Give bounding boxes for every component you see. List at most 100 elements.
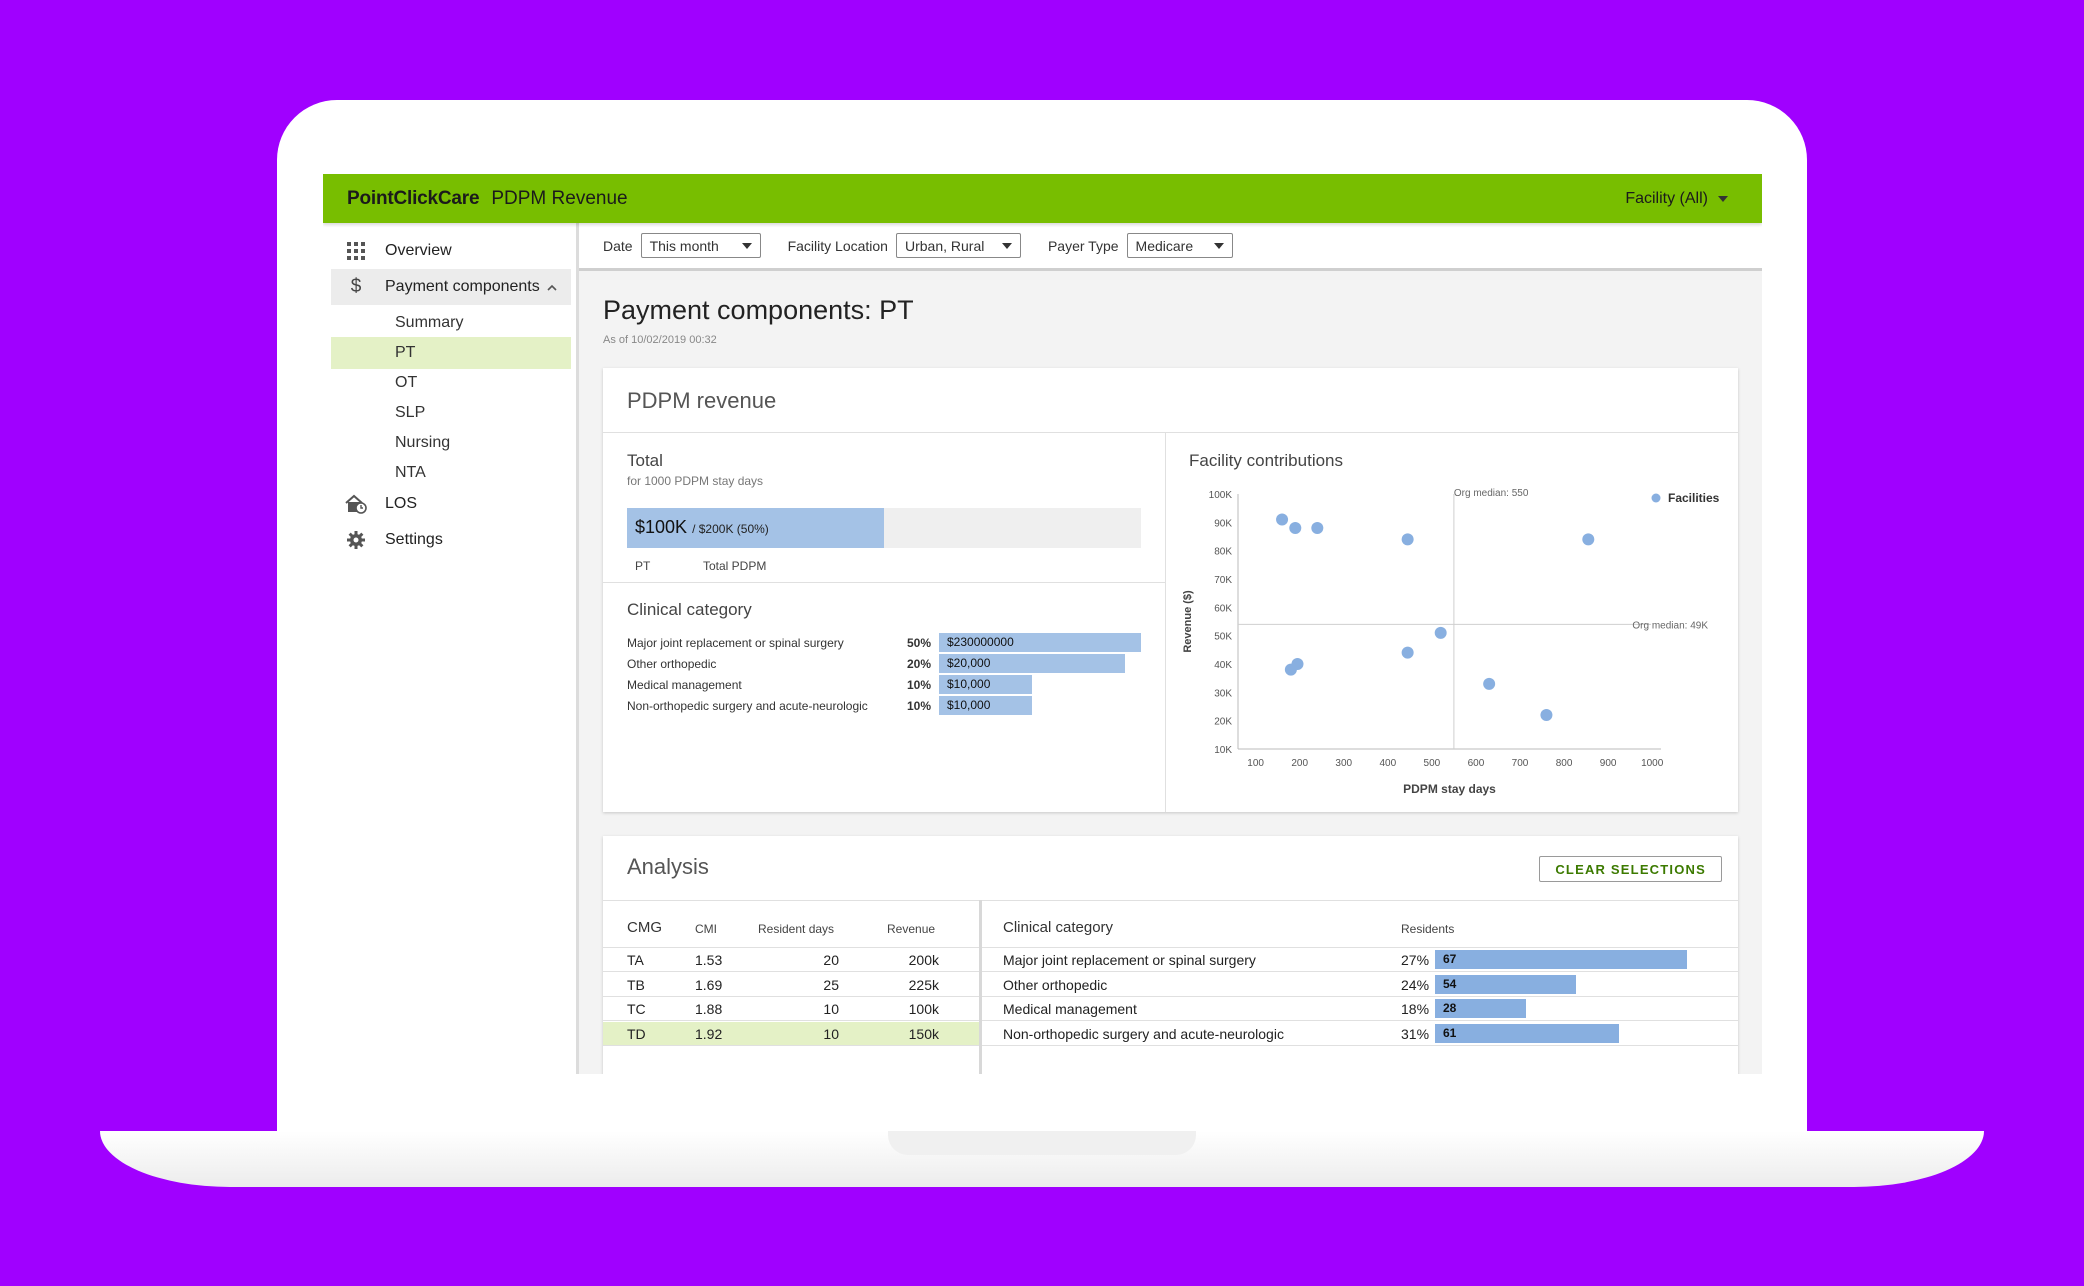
- location-filter-value: Urban, Rural: [904, 237, 985, 254]
- total-value-main: $100K: [635, 517, 688, 537]
- sidebar-item-label: LOS: [385, 495, 418, 512]
- residents-percent-cell: 18%: [1401, 1001, 1430, 1017]
- clinical-category-row[interactable]: Non-orthopedic surgery and acute-neurolo…: [627, 696, 1141, 716]
- payer-filter-label: Payer Type: [1047, 237, 1119, 254]
- median-y-label: Org median: 49K: [1632, 620, 1708, 631]
- y-tick-label: 50K: [1214, 632, 1232, 643]
- clinical-category-cell: Medical management: [1003, 1001, 1137, 1017]
- caret-down-icon: [741, 242, 752, 249]
- sidebar-item-los[interactable]: LOS: [331, 486, 571, 522]
- sidebar-subitem-label: NTA: [395, 464, 426, 481]
- facility-data-point[interactable]: [1311, 522, 1324, 534]
- main-content: Payment components: PT As of 10/02/2019 …: [579, 271, 1762, 1074]
- clinical-category-table-row[interactable]: Medical management 18% 28: [982, 996, 1738, 1020]
- clinical-category-cell: Other orthopedic: [1003, 976, 1108, 993]
- facility-data-point[interactable]: [1582, 533, 1595, 546]
- revenue-cell: 150k: [908, 1025, 939, 1042]
- row-divider: [603, 1044, 979, 1046]
- location-filter-select[interactable]: Urban, Rural: [895, 233, 1021, 258]
- col-header-residents[interactable]: Residents: [1401, 922, 1455, 936]
- x-tick-label: 300: [1335, 758, 1352, 769]
- row-divider: [982, 1044, 1738, 1046]
- residents-bar: 28: [1435, 999, 1526, 1018]
- dollar-icon: $: [350, 276, 362, 297]
- facility-data-point[interactable]: [1540, 709, 1553, 721]
- cmg-table-row[interactable]: TA 1.53 20 200k: [603, 947, 979, 971]
- row-divider: [603, 995, 979, 997]
- sidebar-subitem-ot[interactable]: OT: [331, 367, 571, 399]
- clinical-category-row[interactable]: Medical management 10% $10,000: [627, 675, 1141, 695]
- divider: [603, 432, 1738, 433]
- clinical-category-row[interactable]: Major joint replacement or spinal surger…: [627, 633, 1141, 653]
- sidebar-subitem-pt[interactable]: PT: [331, 337, 571, 369]
- legend-pt: PT: [635, 559, 651, 573]
- facility-data-point[interactable]: [1434, 626, 1447, 639]
- resident-days-cell: 25: [823, 976, 839, 993]
- clinical-category-table-row[interactable]: Other orthopedic 24% 54: [982, 972, 1738, 996]
- row-divider: [982, 995, 1738, 997]
- facility-data-point[interactable]: [1291, 658, 1304, 670]
- total-value: $100K / $200K (50%): [635, 517, 769, 538]
- facility-data-point[interactable]: [1401, 533, 1414, 546]
- row-divider: [982, 1020, 1738, 1021]
- y-tick-label: 100K: [1209, 490, 1233, 501]
- sidebar-item-payment-components[interactable]: $ Payment components: [331, 269, 571, 305]
- clinical-category-percent: 10%: [907, 678, 932, 692]
- col-header-resident-days[interactable]: Resident days: [758, 922, 835, 936]
- sidebar: Overview $ Payment components Summary PT…: [323, 223, 579, 1074]
- sidebar-item-label: Overview: [385, 242, 452, 259]
- cmg-table-row[interactable]: TC 1.88 10 100k: [603, 996, 979, 1020]
- gear-icon: [343, 531, 369, 549]
- caret-down-icon: [1001, 242, 1012, 249]
- sidebar-subitem-nursing[interactable]: Nursing: [331, 427, 571, 459]
- revenue-cell: 100k: [908, 1001, 939, 1017]
- clear-selections-button[interactable]: CLEAR SELECTIONS: [1539, 856, 1722, 882]
- x-axis-title: PDPM stay days: [1403, 782, 1496, 796]
- sidebar-subitem-slp[interactable]: SLP: [331, 397, 571, 429]
- facility-data-point[interactable]: [1401, 646, 1414, 659]
- facility-data-point[interactable]: [1276, 513, 1289, 526]
- divider: [1165, 432, 1166, 812]
- sidebar-subitem-nta[interactable]: NTA: [331, 457, 571, 489]
- facility-data-point[interactable]: [1483, 677, 1496, 690]
- residents-percent-cell: 31%: [1401, 1025, 1430, 1042]
- clinical-category-row[interactable]: Other orthopedic 20% $20,000: [627, 654, 1141, 674]
- page-timestamp: As of 10/02/2019 00:32: [603, 334, 717, 346]
- median-x-label: Org median: 550: [1454, 488, 1529, 499]
- sidebar-item-settings[interactable]: Settings: [331, 522, 571, 558]
- total-subtitle: for 1000 PDPM stay days: [627, 474, 764, 488]
- date-filter-select[interactable]: This month: [640, 233, 761, 258]
- legend-label: Facilities: [1668, 491, 1720, 505]
- sidebar-subitem-label: Summary: [395, 314, 464, 331]
- sidebar-subitem-label: OT: [395, 374, 418, 391]
- x-tick-label: 800: [1556, 758, 1573, 769]
- app-screen: PointClickCare PDPM Revenue Facility (Al…: [323, 174, 1762, 1074]
- grid-icon: [343, 242, 369, 260]
- cmi-cell: 1.53: [695, 952, 723, 968]
- y-tick-label: 20K: [1214, 717, 1232, 728]
- payer-filter-select[interactable]: Medicare: [1126, 233, 1233, 258]
- total-title: Total: [627, 451, 663, 470]
- clinical-category-table-row[interactable]: Major joint replacement or spinal surger…: [982, 947, 1738, 971]
- facility-data-point[interactable]: [1289, 522, 1302, 534]
- sidebar-subitem-summary[interactable]: Summary: [331, 307, 571, 339]
- clinical-category-table-row[interactable]: Non-orthopedic surgery and acute-neurolo…: [982, 1021, 1738, 1045]
- facility-selector[interactable]: Facility (All): [1625, 190, 1728, 208]
- col-header-clinical-category[interactable]: Clinical category: [1003, 919, 1114, 936]
- cmg-table-row[interactable]: TB 1.69 25 225k: [603, 972, 979, 996]
- y-tick-label: 60K: [1214, 603, 1232, 614]
- col-header-cmg[interactable]: CMG: [627, 919, 662, 936]
- sidebar-subitem-label: SLP: [395, 404, 426, 421]
- sidebar-item-label: Payment components: [385, 278, 540, 295]
- clinical-category-bar: $10,000: [939, 675, 1032, 694]
- col-header-revenue[interactable]: Revenue: [887, 922, 936, 936]
- x-tick-label: 500: [1424, 758, 1441, 769]
- clinical-category-cell: Non-orthopedic surgery and acute-neurolo…: [1003, 1025, 1284, 1042]
- cmg-cell: TD: [627, 1025, 646, 1042]
- sidebar-item-label: Settings: [385, 531, 443, 548]
- sidebar-item-overview[interactable]: Overview: [331, 233, 571, 269]
- cmg-cell: TC: [627, 1001, 646, 1017]
- col-header-cmi[interactable]: CMI: [695, 922, 717, 936]
- cmg-table-row[interactable]: TD 1.92 10 150k: [603, 1021, 979, 1045]
- clinical-category-name: Other orthopedic: [627, 657, 717, 671]
